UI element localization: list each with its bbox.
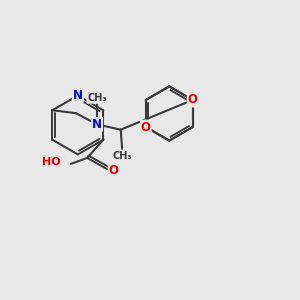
Text: CH₃: CH₃ (87, 93, 107, 103)
Text: O: O (109, 164, 119, 177)
Text: O: O (141, 121, 151, 134)
Text: CH₃: CH₃ (112, 151, 132, 161)
Text: N: N (92, 118, 102, 131)
Text: HO: HO (42, 158, 61, 167)
Text: N: N (73, 89, 83, 102)
Text: O: O (188, 93, 198, 106)
